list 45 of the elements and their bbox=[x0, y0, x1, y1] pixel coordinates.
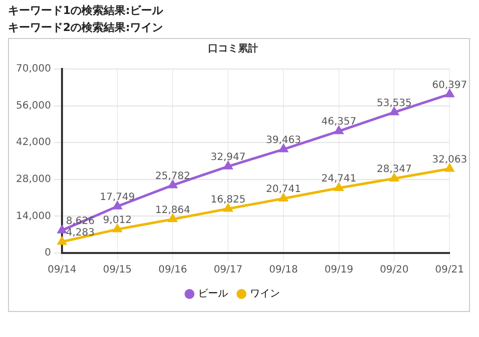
y-tick-label: 28,000 bbox=[16, 174, 51, 185]
text: キーワード1の検索結果:ビール bbox=[8, 4, 164, 18]
x-tick-label: 09/15 bbox=[102, 264, 132, 276]
point bbox=[445, 89, 454, 98]
x-tick-label: 09/19 bbox=[324, 264, 354, 276]
data-label: 28,347 bbox=[376, 164, 412, 176]
data-label: 17,749 bbox=[100, 192, 135, 203]
point bbox=[334, 126, 344, 134]
point bbox=[168, 180, 178, 188]
point bbox=[334, 183, 344, 191]
data-label: 16,825 bbox=[210, 194, 246, 206]
point bbox=[58, 226, 66, 234]
text: キーワード2の検索結果:ワイン bbox=[8, 21, 164, 35]
data-label: 60,397 bbox=[432, 80, 468, 91]
x-tick-label: 09/18 bbox=[269, 264, 298, 276]
y-tick-label: 14,000 bbox=[16, 210, 51, 222]
data-label: 24,741 bbox=[321, 174, 356, 185]
data-label: 39,463 bbox=[266, 134, 301, 146]
data-label: 12,864 bbox=[155, 204, 190, 216]
data-label: 20,741 bbox=[266, 184, 301, 196]
x-tick-label: 09/20 bbox=[380, 264, 409, 276]
data-label: 25,782 bbox=[155, 170, 190, 182]
legend-label: ワイン bbox=[250, 288, 280, 300]
legend-label: ビール bbox=[198, 288, 228, 300]
y-tick-label: 56,000 bbox=[16, 100, 51, 112]
point bbox=[445, 164, 454, 172]
x-tick-label: 09/17 bbox=[214, 264, 243, 276]
data-label: 4,283 bbox=[66, 227, 95, 238]
point bbox=[279, 194, 288, 202]
y-tick-label: 0 bbox=[44, 248, 51, 259]
chart-title: 口コミ累計 bbox=[208, 42, 258, 55]
x-tick-label: 09/21 bbox=[435, 264, 464, 276]
y-tick-label: 42,000 bbox=[16, 137, 51, 148]
x-tick-label: 09/16 bbox=[158, 264, 188, 276]
data-label: 53,535 bbox=[376, 98, 412, 109]
data-label: 9,012 bbox=[103, 214, 132, 226]
point bbox=[58, 236, 66, 245]
data-label: 46,357 bbox=[321, 116, 356, 128]
point bbox=[168, 214, 178, 222]
point bbox=[224, 162, 232, 170]
data-label: 32,947 bbox=[210, 152, 246, 163]
point bbox=[390, 174, 398, 182]
x-tick-label: 09/14 bbox=[48, 264, 76, 276]
data-label: 32,063 bbox=[432, 154, 468, 166]
y-tick-label: 70,000 bbox=[16, 64, 51, 75]
